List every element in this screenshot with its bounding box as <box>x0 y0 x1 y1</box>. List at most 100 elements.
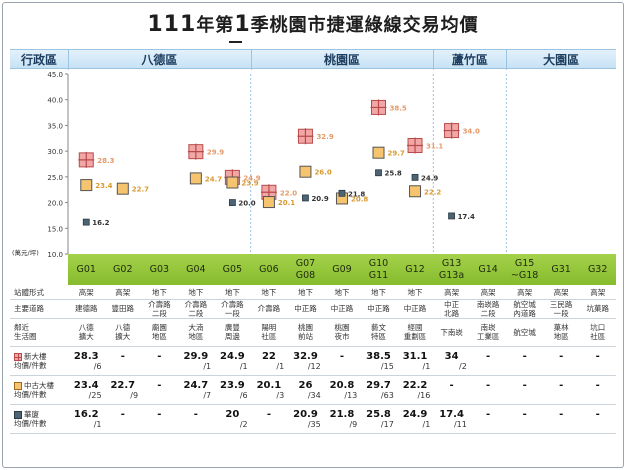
station-code-7: G09 <box>332 263 352 275</box>
cell-count-hua-2 <box>141 420 178 429</box>
station-code-bar: G01 G02 G03 G04 G05 G06 G07 G08 G09 G10 G11 G12 G1… <box>68 254 616 285</box>
cell-count-mid-10 <box>433 391 470 400</box>
cell-form-3: 地下 <box>177 286 215 300</box>
cell-count-mid-7: /13 <box>344 390 358 400</box>
cell-hua-5: - <box>250 404 288 434</box>
table-row-mid: 中古大樓 均價/件數 23.4/25 22.7/9- 24.7/7 23.9/6 20.1… <box>10 375 616 405</box>
point-hua-8 <box>375 169 382 177</box>
cell-form-7: 地下 <box>323 286 361 300</box>
district-separator-2 <box>433 50 435 70</box>
cell-count-hua-0: /1 <box>93 419 102 429</box>
cell-road-3: 介壽路 二段 <box>177 299 215 319</box>
cell-hua-0: 16.2/1 <box>68 404 105 434</box>
y-tick-label-0: 10.0 <box>47 251 63 259</box>
cell-count-mid-11 <box>470 391 507 400</box>
row-label-hua: 華廈 均價/件數 <box>10 404 68 434</box>
cell-new-5: 22/1 <box>250 346 288 376</box>
cell-area-4: 廣豐 周邊 <box>214 318 251 347</box>
cell-hua-3: - <box>177 404 215 434</box>
table-row-form: 站體形式 高架 高架 地下 地下 地下 地下 地下 地下 地下 地下 高架 高架 高架 高架 高架 <box>10 286 616 300</box>
point-hua-6 <box>302 194 309 202</box>
cell-count-new-2 <box>141 362 178 371</box>
cell-count-hua-7: /9 <box>349 419 358 429</box>
point-hua-label-4: 20.0 <box>238 200 255 208</box>
cell-road-14: 坑菓路 <box>579 299 616 319</box>
cell-form-4: 地下 <box>214 286 251 300</box>
point-mid-label-3: 24.7 <box>205 175 222 183</box>
station-info-table: 站體形式 高架 高架 地下 地下 地下 地下 地下 地下 地下 地下 高架 高架 高架 高架 高架 主要道路 建德… <box>10 286 616 434</box>
cell-area-10: 下南崁 <box>433 318 470 347</box>
y-tick-label-7: 45.0 <box>47 71 63 79</box>
cell-mid-13: - <box>542 375 580 405</box>
cell-form-6: 地下 <box>287 286 324 300</box>
district-1: 桃園區 <box>323 53 360 67</box>
table-row-new: 新大樓 均價/件數 28.3/6- - 29.9/1 24.9/1 22/1 32.9/1… <box>10 346 616 376</box>
cell-mid-1: 22.7/9 <box>104 375 142 405</box>
cell-mid-11: - <box>469 375 507 405</box>
point-mid-label-7: 20.8 <box>351 195 368 203</box>
cell-hua-7: 21.8/9 <box>323 404 361 434</box>
cell-road-10: 中正 北路 <box>433 299 470 319</box>
district-separator-0 <box>68 50 69 70</box>
point-hua-7 <box>338 189 346 197</box>
cell-count-hua-10: /11 <box>453 419 467 429</box>
station-code-9: G12 <box>405 263 425 275</box>
point-new-label-8: 38.5 <box>390 104 407 112</box>
title-part2: 季桃園市捷運綠線交易均價 <box>250 15 479 36</box>
cell-new-11: - <box>469 346 507 376</box>
cell-count-new-7 <box>324 362 361 371</box>
cell-count-hua-12 <box>506 420 543 429</box>
cell-count-mid-0: /25 <box>88 390 102 400</box>
cell-hua-12: - <box>506 404 543 434</box>
cell-count-mid-13 <box>543 391 580 400</box>
point-hua-label-6: 20.9 <box>311 195 328 203</box>
cell-hua-2: - <box>141 404 178 434</box>
point-hua-label-0: 16.2 <box>92 219 109 227</box>
point-new-label-5: 22.0 <box>280 189 297 197</box>
page-title: 111年第1季桃園市捷運綠線交易均價 <box>0 11 626 37</box>
cell-road-1: 豐田路 <box>104 299 142 319</box>
point-mid-5 <box>262 196 275 209</box>
cell-new-9: 31.1/1 <box>396 346 434 376</box>
cell-area-5: 陽明 社區 <box>250 318 288 347</box>
cell-count-new-5: /1 <box>276 361 285 371</box>
cell-area-2: 廟園 地區 <box>141 318 178 347</box>
cell-new-8: 38.5/15 <box>360 346 397 376</box>
cell-hua-10: 17.4/11 <box>433 404 470 434</box>
district-separator-3 <box>506 50 508 70</box>
cell-road-13: 三民路 一段 <box>542 299 580 319</box>
hua-legend-icon <box>14 410 22 419</box>
cell-mid-2: - <box>141 375 178 405</box>
cell-form-14: 高架 <box>579 286 616 300</box>
cell-form-5: 地下 <box>250 286 288 300</box>
cell-form-10: 高架 <box>433 286 470 300</box>
cell-count-hua-14 <box>579 420 616 429</box>
cell-count-mid-6: /34 <box>307 390 321 400</box>
station-code-0: G01 <box>76 263 96 275</box>
cell-count-hua-13 <box>543 420 580 429</box>
table-row-hua: 華廈 均價/件數 16.2/1- - - 20/2- 20.9/35 21.8/9 25… <box>10 404 616 434</box>
district-3: 大園區 <box>543 53 580 67</box>
point-new-label-3: 29.9 <box>207 149 224 157</box>
station-code-11: G14 <box>478 263 498 275</box>
cell-new-4: 24.9/1 <box>214 346 251 376</box>
station-code-5: G06 <box>259 263 279 275</box>
point-new-label-4: 24.9 <box>243 174 260 182</box>
cell-road-8: 中正路 <box>360 299 397 319</box>
cell-mid-8: 29.7/63 <box>360 375 397 405</box>
plot-area <box>68 74 616 254</box>
cell-hua-11: - <box>469 404 507 434</box>
cell-mid-6: 26/34 <box>287 375 324 405</box>
cell-count-mid-3: /7 <box>203 390 212 400</box>
cell-road-12: 航空城 內道路 <box>506 299 543 319</box>
point-mid-9 <box>409 185 422 198</box>
title-part1: 年第 <box>196 15 235 36</box>
title-underline <box>229 41 242 43</box>
cell-new-13: - <box>542 346 580 376</box>
station-code-6: G07 G08 <box>295 257 316 281</box>
row-label-new: 新大樓 均價/件數 <box>10 346 68 376</box>
cell-count-hua-9: /1 <box>422 419 431 429</box>
point-mid-label-8: 29.7 <box>388 150 405 158</box>
point-mid-label-1: 22.7 <box>132 186 149 194</box>
